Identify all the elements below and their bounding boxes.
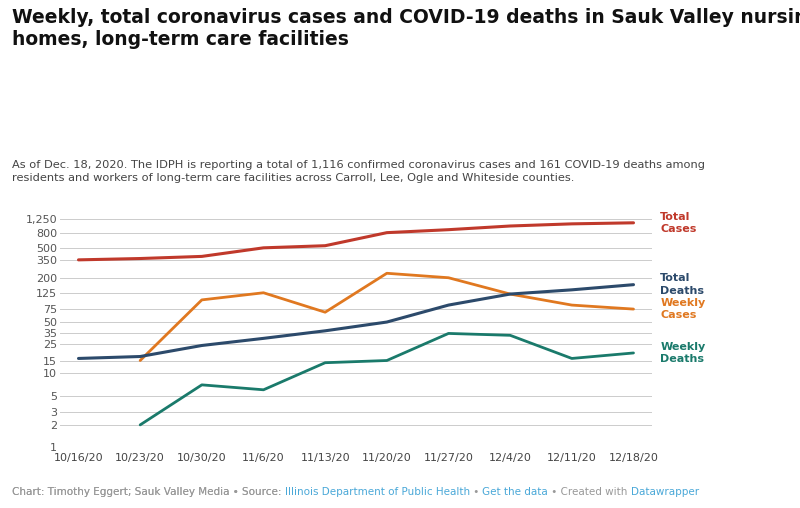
Text: Illinois Department of Public Health: Illinois Department of Public Health xyxy=(285,487,470,497)
Text: • Created with: • Created with xyxy=(548,487,630,497)
Text: Chart: Timothy Eggert; Sauk Valley Media • Source:: Chart: Timothy Eggert; Sauk Valley Media… xyxy=(12,487,285,497)
Text: Total
Cases: Total Cases xyxy=(660,212,697,234)
Text: Weekly, total coronavirus cases and COVID-19 deaths in Sauk Valley nursing
homes: Weekly, total coronavirus cases and COVI… xyxy=(12,8,800,49)
Text: Datawrapper: Datawrapper xyxy=(630,487,699,497)
Text: Weekly
Cases: Weekly Cases xyxy=(660,298,706,320)
Text: As of Dec. 18, 2020. The IDPH is reporting a total of 1,116 confirmed coronaviru: As of Dec. 18, 2020. The IDPH is reporti… xyxy=(12,160,705,183)
Text: •: • xyxy=(470,487,482,497)
Text: Weekly
Deaths: Weekly Deaths xyxy=(660,342,706,364)
Text: Get the data: Get the data xyxy=(482,487,548,497)
Text: Chart: Timothy Eggert; Sauk Valley Media • Source:: Chart: Timothy Eggert; Sauk Valley Media… xyxy=(12,487,285,497)
Text: Total
Deaths: Total Deaths xyxy=(660,273,704,296)
